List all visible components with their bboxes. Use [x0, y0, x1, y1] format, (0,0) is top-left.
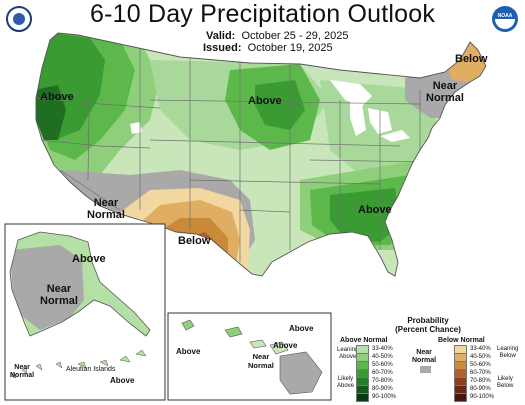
- legend-above-percent-label: 90-100%: [372, 394, 397, 400]
- leaning-above-line1: Leaning: [337, 347, 359, 353]
- aleutian-near-normal: Near Normal: [10, 364, 34, 380]
- likely-below-line2: Below: [497, 383, 514, 389]
- aleutian-islands: [9, 349, 147, 379]
- label-below-northeast: Below: [455, 53, 488, 65]
- likely-below-line1: Likely: [497, 376, 513, 382]
- alaska-outline: [9, 231, 151, 337]
- legend-likely-below: Likely Below: [497, 376, 513, 390]
- aleutian-near-line1: Near: [14, 364, 30, 371]
- legend-leaning-below: Leaning Below: [497, 346, 518, 360]
- valid-label: Valid:: [206, 30, 236, 42]
- issued-value: October 19, 2025: [247, 42, 333, 54]
- likely-above-line2: Above: [337, 383, 355, 389]
- valid-line: Valid: October 25 - 29, 2025: [206, 30, 348, 42]
- label-above-north-central: Above: [248, 95, 282, 107]
- legend-above-percent-label: 33-40%: [372, 346, 393, 352]
- legend-above-percent-label: 40-50%: [372, 354, 393, 360]
- legend-below-percent-label: 90-100%: [470, 394, 495, 400]
- issued-line: Issued: October 19, 2025: [203, 42, 333, 54]
- legend-title-line2: (Percent Chance): [395, 325, 461, 334]
- legend-title: Probability (Percent Chance): [388, 316, 468, 334]
- leaning-below-line1: Leaning: [497, 346, 519, 352]
- maui-island: [269, 341, 289, 355]
- label-below-southwest: Below: [178, 235, 211, 247]
- state-borders: [36, 39, 431, 262]
- legend-below-swatch: [454, 393, 467, 402]
- hawaii-label-above-right: Above: [289, 324, 314, 333]
- valid-value: October 25 - 29, 2025: [241, 30, 349, 42]
- near-normal-sw-line2: Normal: [87, 209, 125, 221]
- lake-superior: [330, 80, 372, 106]
- likely-above-line1: Likely: [337, 376, 354, 382]
- legend-near-line2: Normal: [412, 357, 437, 364]
- near-normal-ne-line1: Near: [432, 80, 458, 92]
- hawaii-label-near-normal: Near Normal: [248, 352, 274, 370]
- hawaii-label-above-bottom: Above: [273, 341, 298, 350]
- great-salt-lake: [130, 122, 142, 134]
- legend-title-line1: Probability: [407, 316, 449, 325]
- label-near-normal-southwest: Near Normal: [87, 197, 125, 221]
- legend-below-percent-label: 33-40%: [470, 346, 491, 352]
- lake-michigan: [350, 100, 366, 136]
- noaa-logo: NOAA: [492, 6, 518, 32]
- molokai-island: [249, 339, 267, 349]
- legend-near-header: Near Normal: [412, 349, 436, 365]
- legend-below-header: Below Normal: [438, 337, 485, 344]
- legend-above-row: 90-100%: [356, 393, 396, 402]
- legend-below-row: 90-100%: [454, 393, 494, 402]
- legend-below-percent-label: 70-80%: [470, 378, 491, 384]
- legend-near-swatch: [420, 366, 431, 373]
- hawaii-label-above-left: Above: [176, 347, 201, 356]
- alaska-near-line2: Normal: [40, 295, 78, 307]
- alaska-label-above: Above: [72, 253, 106, 265]
- alaska-label-near-normal: Near Normal: [40, 283, 78, 307]
- near-normal-ne-line2: Normal: [426, 92, 464, 104]
- legend-above-percent-label: 70-80%: [372, 378, 393, 384]
- legend-above-percent-label: 60-70%: [372, 370, 393, 376]
- label-above-northwest: Above: [40, 91, 74, 103]
- issued-label: Issued:: [203, 42, 242, 54]
- kauai-island: [181, 319, 195, 331]
- noaa-logo-text: NOAA: [497, 13, 513, 19]
- hawaii-islands: [181, 319, 323, 395]
- leaning-above-line2: Above: [339, 354, 357, 360]
- legend-below-percent-label: 60-70%: [470, 370, 491, 376]
- map-title: 6-10 Day Precipitation Outlook: [89, 0, 436, 28]
- lake-erie: [380, 130, 410, 142]
- aleutian-above: Above: [110, 376, 135, 385]
- conus-outline: [35, 32, 487, 277]
- aleutian-near-line2: Normal: [10, 372, 35, 379]
- hawaii-near-line1: Near: [252, 352, 270, 361]
- aleutian-title: Aleutian Islands: [66, 366, 116, 373]
- legend-below-percent-label: 80-90%: [470, 386, 491, 392]
- legend-below-percent-label: 50-60%: [470, 362, 491, 368]
- legend-below-percent-label: 40-50%: [470, 354, 491, 360]
- big-island: [279, 351, 323, 395]
- nc-dark-green-region: [255, 80, 305, 130]
- leaning-below-line2: Below: [499, 353, 516, 359]
- legend-above-header: Above Normal: [340, 337, 388, 344]
- legend-above-percent-label: 80-90%: [372, 386, 393, 392]
- legend-above-swatch: [356, 393, 369, 402]
- legend-near-line1: Near: [416, 349, 432, 356]
- se-dark-green-region: [330, 188, 400, 242]
- label-near-normal-northeast: Near Normal: [426, 80, 464, 104]
- oahu-island: [224, 326, 243, 338]
- alaska-near-normal-region: [10, 245, 84, 330]
- hawaii-near-line2: Normal: [248, 361, 274, 370]
- legend-leaning-above: Leaning Above: [337, 347, 358, 361]
- legend-likely-above: Likely Above: [337, 376, 354, 390]
- label-above-southeast: Above: [358, 204, 392, 216]
- alaska-near-line1: Near: [46, 283, 72, 295]
- doc-seal-logo: [6, 6, 32, 32]
- legend-above-percent-label: 50-60%: [372, 362, 393, 368]
- near-normal-sw-line1: Near: [93, 197, 119, 209]
